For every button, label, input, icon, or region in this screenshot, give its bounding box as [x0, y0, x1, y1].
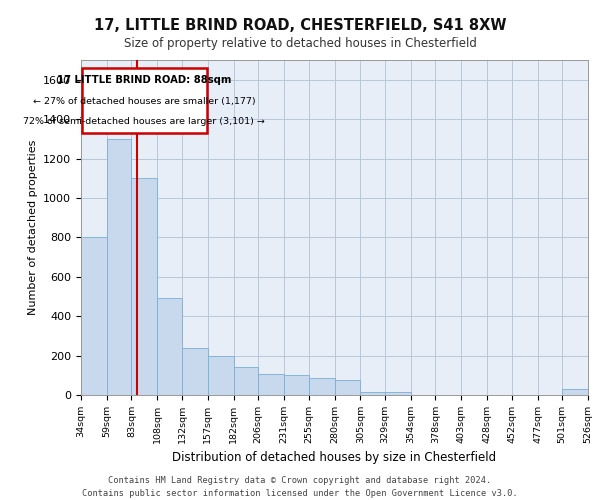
Bar	[258, 374, 284, 395]
Text: 17 LITTLE BRIND ROAD: 88sqm: 17 LITTLE BRIND ROAD: 88sqm	[57, 74, 232, 85]
Text: ← 27% of detached houses are smaller (1,177): ← 27% of detached houses are smaller (1,…	[33, 97, 256, 106]
Bar	[335, 380, 360, 395]
Bar	[562, 389, 588, 395]
Bar	[208, 356, 233, 395]
Text: 17, LITTLE BRIND ROAD, CHESTERFIELD, S41 8XW: 17, LITTLE BRIND ROAD, CHESTERFIELD, S41…	[94, 18, 506, 32]
Text: Contains HM Land Registry data © Crown copyright and database right 2024.
Contai: Contains HM Land Registry data © Crown c…	[82, 476, 518, 498]
Bar	[385, 392, 411, 395]
X-axis label: Distribution of detached houses by size in Chesterfield: Distribution of detached houses by size …	[172, 452, 497, 464]
Bar	[182, 348, 208, 395]
Bar	[107, 139, 131, 395]
Bar	[81, 238, 107, 395]
Bar	[157, 298, 182, 395]
Text: 72% of semi-detached houses are larger (3,101) →: 72% of semi-detached houses are larger (…	[23, 116, 265, 126]
Bar	[233, 368, 258, 395]
Bar	[309, 378, 335, 395]
FancyBboxPatch shape	[82, 68, 207, 133]
Text: Size of property relative to detached houses in Chesterfield: Size of property relative to detached ho…	[124, 38, 476, 51]
Bar	[284, 376, 309, 395]
Bar	[131, 178, 157, 395]
Bar	[360, 392, 385, 395]
Y-axis label: Number of detached properties: Number of detached properties	[28, 140, 38, 315]
